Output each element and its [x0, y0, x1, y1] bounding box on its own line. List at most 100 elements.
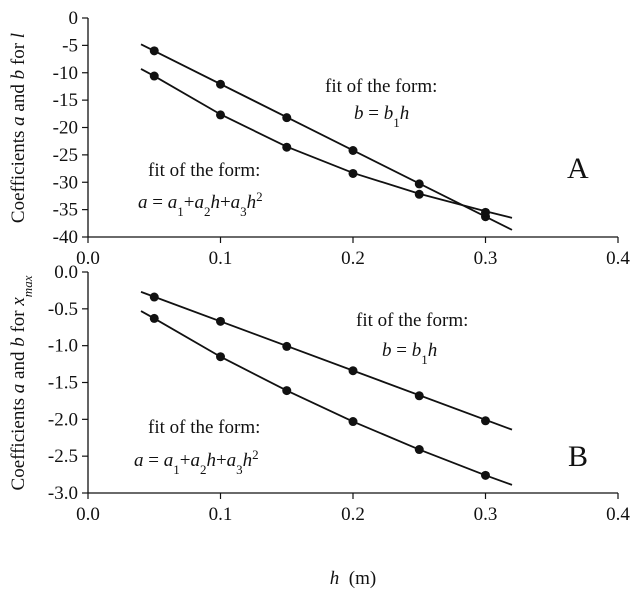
- annotation: fit of the form:: [148, 417, 260, 438]
- label-part: b: [8, 70, 29, 80]
- label-part: h: [330, 568, 340, 589]
- annotation-formula: a = a1+a2h+a3h2: [138, 189, 263, 219]
- formula-part: 1: [177, 204, 184, 219]
- annotation-formula: b = b1h: [354, 103, 409, 130]
- formula-part: b: [382, 340, 392, 361]
- data-point: [149, 71, 159, 81]
- label-part: Coefficients: [8, 126, 29, 223]
- fit-line: [140, 68, 513, 219]
- formula-part: h: [206, 450, 216, 471]
- y-tick-label: -40: [53, 227, 78, 248]
- y-tick-label: -5: [62, 35, 78, 56]
- x-tick-label: 0.4: [606, 248, 630, 269]
- data-point: [481, 470, 490, 480]
- y-tick-label: -25: [53, 145, 78, 166]
- formula-part: a: [231, 192, 241, 213]
- y-axis-label: Coefficients a and b for l: [8, 33, 29, 223]
- formula-part: 1: [173, 462, 180, 477]
- y-tick-label: -1.5: [48, 373, 78, 394]
- formula-part: 2: [204, 204, 211, 219]
- x-tick-label: 0.3: [474, 248, 498, 269]
- data-point: [481, 416, 490, 426]
- formula-part: +: [184, 192, 195, 213]
- data-point: [414, 189, 424, 199]
- formula-part: b: [412, 340, 422, 361]
- data-point: [348, 417, 358, 427]
- formula-part: +: [216, 450, 227, 471]
- fit-line: [140, 43, 513, 231]
- data-point: [216, 316, 225, 326]
- formula-part: h: [428, 340, 438, 361]
- panel-label: B: [568, 440, 588, 473]
- formula-part: a: [134, 450, 144, 471]
- formula-part: +: [220, 192, 231, 213]
- formula-part: a: [190, 450, 200, 471]
- data-point: [149, 313, 159, 323]
- formula-part: 1: [421, 352, 428, 367]
- annotation: fit of the form:: [325, 76, 437, 97]
- x-tick-label: 0.2: [341, 248, 365, 269]
- annotation-formula: b = b1h: [382, 340, 437, 367]
- x-tick-label: 0.0: [76, 504, 100, 525]
- x-tick-label: 0.3: [474, 504, 498, 525]
- data-point: [216, 79, 225, 89]
- x-tick-label: 0.0: [76, 248, 100, 269]
- formula-part: +: [180, 450, 191, 471]
- data-point: [414, 445, 424, 455]
- annotation: fit of the form:: [356, 310, 468, 331]
- label-part: l: [8, 33, 29, 38]
- formula-part: =: [392, 340, 412, 361]
- y-tick-label: -30: [53, 172, 78, 193]
- panel-label: A: [567, 152, 589, 185]
- formula-part: =: [364, 103, 384, 124]
- data-point: [481, 207, 490, 217]
- data-point: [282, 113, 292, 123]
- formula-part: =: [148, 192, 168, 213]
- label-part: and: [8, 79, 29, 116]
- formula-part: a: [138, 192, 148, 213]
- label-part: a: [8, 384, 29, 394]
- formula-part: 3: [240, 204, 247, 219]
- x-tick-label: 0.1: [209, 248, 233, 269]
- formula-part: 2: [200, 462, 207, 477]
- data-point: [282, 142, 292, 152]
- formula-part: 3: [236, 462, 243, 477]
- label-part: for: [8, 38, 29, 70]
- formula-part: 2: [256, 189, 263, 204]
- data-point: [282, 341, 292, 351]
- formula-part: 1: [393, 115, 400, 130]
- label-part: and: [8, 347, 29, 384]
- data-point: [414, 391, 424, 401]
- x-tick-label: 0.1: [209, 504, 233, 525]
- data-point: [149, 46, 159, 56]
- data-point: [348, 366, 358, 376]
- data-point: [216, 352, 225, 362]
- label-part: max: [20, 275, 35, 297]
- y-tick-label: -35: [53, 200, 78, 221]
- y-tick-label: -0.5: [48, 299, 78, 320]
- annotation: fit of the form:: [148, 160, 260, 181]
- formula-part: b: [384, 103, 394, 124]
- formula-part: h: [400, 103, 410, 124]
- fit-line: [140, 291, 513, 431]
- label-part: (m): [339, 568, 376, 589]
- formula-part: =: [144, 450, 164, 471]
- formula-part: b: [354, 103, 364, 124]
- label-part: x: [8, 297, 29, 307]
- formula-part: h: [247, 192, 257, 213]
- y-tick-label: 0.0: [54, 262, 78, 283]
- y-axis-label: Coefficients a and b for xmax: [8, 275, 35, 490]
- x-tick-label: 0.2: [341, 504, 365, 525]
- y-tick-label: -3.0: [48, 483, 78, 504]
- data-point: [414, 179, 424, 189]
- y-tick-label: -15: [53, 90, 78, 111]
- formula-part: 2: [252, 447, 259, 462]
- y-tick-label: 0: [69, 8, 79, 29]
- x-tick-label: 0.4: [606, 504, 630, 525]
- x-axis-label: h (m): [330, 568, 376, 589]
- label-part: Coefficients: [8, 393, 29, 490]
- data-point: [149, 292, 159, 302]
- label-part: for: [8, 306, 29, 338]
- y-tick-label: -10: [53, 63, 78, 84]
